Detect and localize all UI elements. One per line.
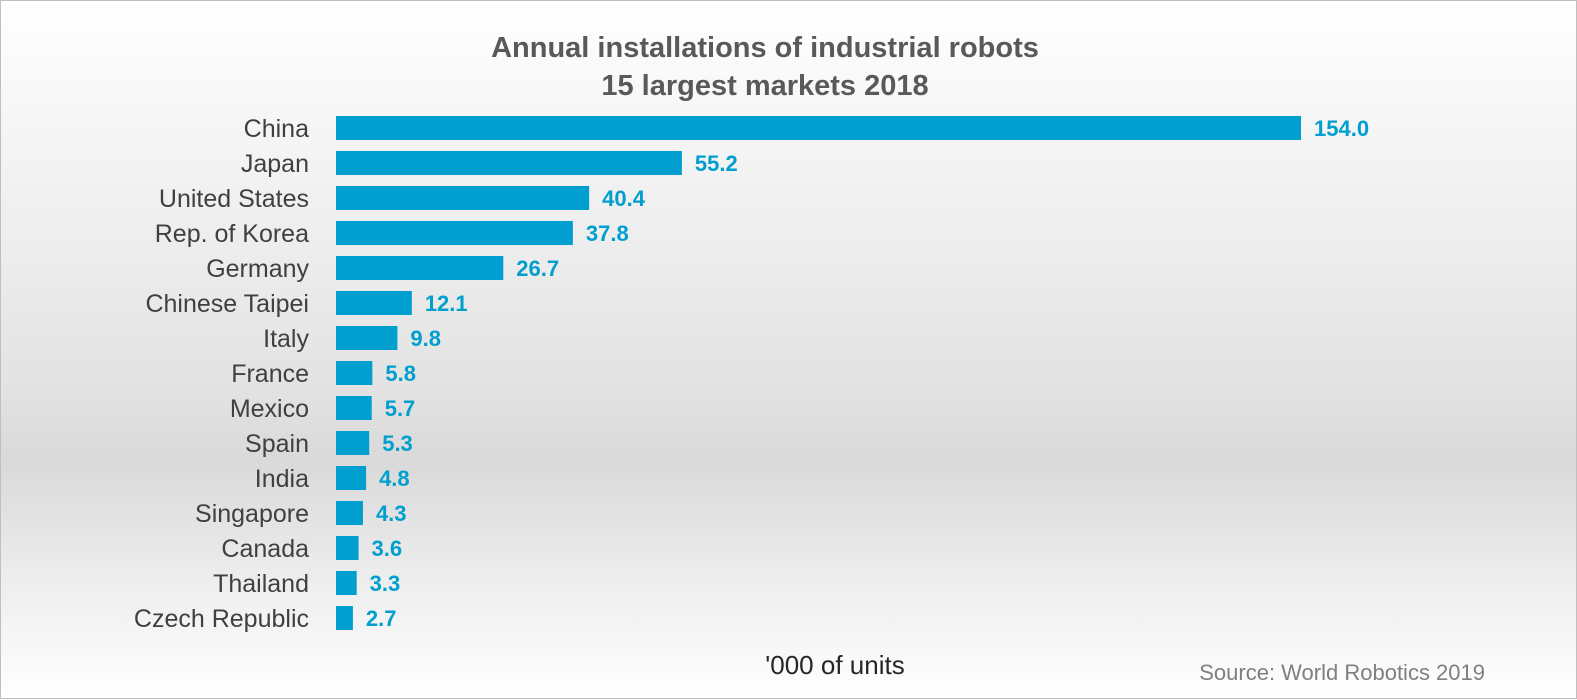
- bar: [336, 116, 1301, 140]
- category-label: Japan: [241, 150, 309, 178]
- data-label: 55.2: [695, 151, 738, 176]
- data-label: 5.3: [382, 431, 413, 456]
- data-label: 4.8: [379, 466, 410, 491]
- data-label: 3.6: [372, 536, 403, 561]
- x-axis-label: '000 of units: [765, 650, 904, 680]
- bar: [336, 396, 372, 420]
- bar: [336, 466, 367, 490]
- category-label: Singapore: [195, 500, 309, 528]
- category-label: France: [231, 360, 309, 388]
- category-label: United States: [159, 185, 309, 213]
- data-label: 154.0: [1314, 116, 1369, 141]
- data-label: 37.8: [586, 221, 629, 246]
- category-label: Rep. of Korea: [155, 220, 309, 248]
- bar: [336, 221, 573, 245]
- category-label: Chinese Taipei: [145, 290, 309, 318]
- data-label: 40.4: [602, 186, 646, 211]
- category-label: Czech Republic: [134, 605, 309, 633]
- category-label: Spain: [245, 430, 309, 458]
- bar: [336, 606, 353, 630]
- data-label: 4.3: [376, 501, 407, 526]
- bar: [336, 501, 363, 525]
- bar: [336, 291, 412, 315]
- bar: [336, 151, 682, 175]
- bar: [336, 186, 590, 210]
- chart-title-line-2: 15 largest markets 2018: [601, 70, 928, 102]
- category-label: Thailand: [213, 570, 309, 598]
- bar: [336, 571, 357, 595]
- bars-layer: China 154.0 Japan 55.2 United States 40.4 Rep.…: [134, 115, 1369, 633]
- category-label: Italy: [263, 325, 309, 353]
- bar: [336, 326, 398, 350]
- data-label: 12.1: [425, 291, 468, 316]
- chart-title-line-1: Annual installations of industrial robot…: [491, 32, 1039, 64]
- category-label: Canada: [221, 535, 309, 563]
- category-label: Germany: [206, 255, 309, 283]
- source-note: Source: World Robotics 2019: [1199, 660, 1485, 685]
- bar: [336, 256, 504, 280]
- bar: [336, 536, 359, 560]
- data-label: 3.3: [370, 571, 401, 596]
- data-label: 5.7: [385, 396, 416, 421]
- data-label: 26.7: [516, 256, 559, 281]
- category-label: China: [244, 115, 309, 143]
- data-label: 9.8: [410, 326, 441, 351]
- bar: [336, 431, 370, 455]
- category-label: Mexico: [230, 395, 309, 423]
- category-label: India: [255, 465, 309, 493]
- bar: [336, 361, 373, 385]
- data-label: 2.7: [366, 606, 397, 631]
- data-label: 5.8: [385, 361, 416, 386]
